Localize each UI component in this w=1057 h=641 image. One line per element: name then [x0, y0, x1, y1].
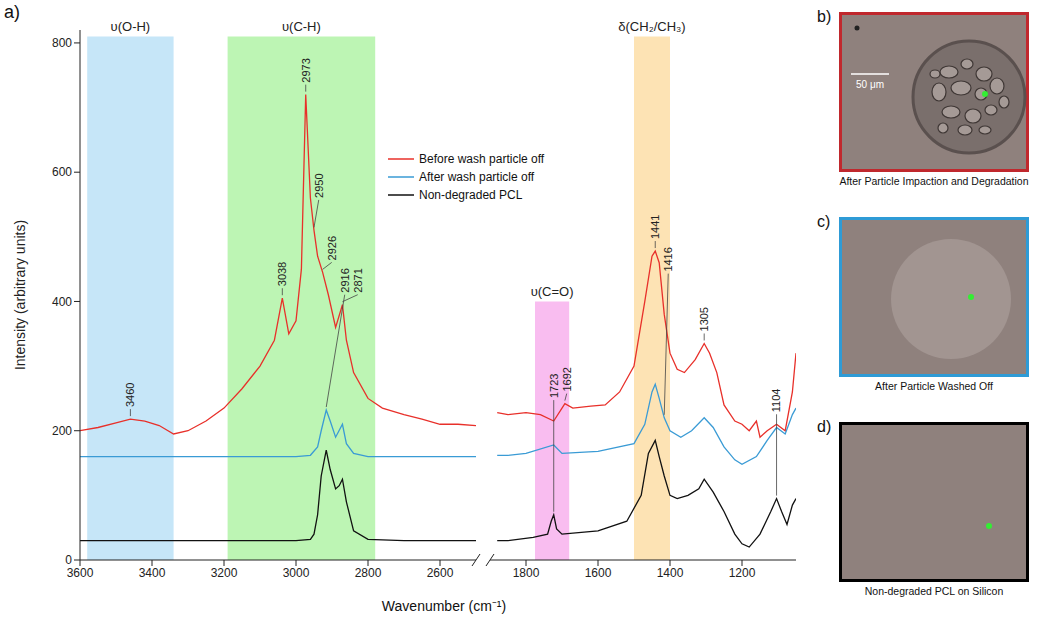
- svg-text:3600: 3600: [67, 566, 94, 580]
- html-text:After wash particle off: After wash particle off: [419, 170, 535, 184]
- svg-text:2600: 2600: [427, 566, 454, 580]
- svg-text:1104: 1104: [770, 389, 782, 413]
- svg-text:2871: 2871: [352, 268, 364, 292]
- svg-text:1800: 1800: [513, 566, 540, 580]
- svg-text:1441: 1441: [649, 215, 661, 239]
- html-text:a): a): [4, 2, 20, 22]
- html-text:b): b): [817, 8, 832, 25]
- html-text:Wavenumber (cm⁻¹): Wavenumber (cm⁻¹): [381, 598, 507, 614]
- html-text:Non-degraded PCL: Non-degraded PCL: [419, 188, 523, 202]
- svg-text:3460: 3460: [124, 383, 136, 407]
- html-text:d): d): [817, 418, 832, 435]
- svg-text:2926: 2926: [326, 236, 338, 260]
- html-text:c): c): [817, 213, 831, 230]
- svg-text:1723: 1723: [548, 374, 560, 398]
- svg-text:2950: 2950: [313, 173, 325, 197]
- svg-text:δ(CH₂/CH₃): δ(CH₂/CH₃): [618, 19, 685, 34]
- svg-text:υ(C-H): υ(C-H): [282, 19, 321, 34]
- svg-text:0: 0: [65, 553, 72, 567]
- html-text:Non-degraded PCL on Silicon: Non-degraded PCL on Silicon: [864, 585, 1004, 597]
- svg-text:2916: 2916: [339, 268, 351, 292]
- html-text:After Particle Washed Off: After Particle Washed Off: [875, 380, 993, 392]
- svg-text:2973: 2973: [300, 58, 312, 82]
- html-text:Before wash particle off: Before wash particle off: [419, 152, 545, 166]
- svg-text:3038: 3038: [276, 262, 288, 286]
- svg-text:1692: 1692: [561, 367, 573, 391]
- svg-text:200: 200: [52, 424, 72, 438]
- svg-text:υ(C=O): υ(C=O): [531, 284, 574, 299]
- svg-text:1416: 1416: [662, 247, 674, 271]
- svg-text:800: 800: [52, 36, 72, 50]
- svg-text:2800: 2800: [355, 566, 382, 580]
- svg-text:1400: 1400: [657, 566, 684, 580]
- svg-text:3400: 3400: [139, 566, 166, 580]
- svg-text:3000: 3000: [283, 566, 310, 580]
- svg-text:1600: 1600: [585, 566, 612, 580]
- svg-text:Intensity (arbitrary units): Intensity (arbitrary units): [12, 220, 28, 370]
- svg-text:400: 400: [52, 295, 72, 309]
- svg-text:50 μm: 50 μm: [856, 79, 884, 90]
- svg-text:1305: 1305: [698, 307, 710, 331]
- html-text:After Particle Impaction and D: After Particle Impaction and Degradation: [839, 175, 1029, 187]
- svg-text:υ(O-H): υ(O-H): [111, 19, 151, 34]
- svg-text:1200: 1200: [729, 566, 756, 580]
- svg-text:600: 600: [52, 165, 72, 179]
- svg-text:3200: 3200: [211, 566, 238, 580]
